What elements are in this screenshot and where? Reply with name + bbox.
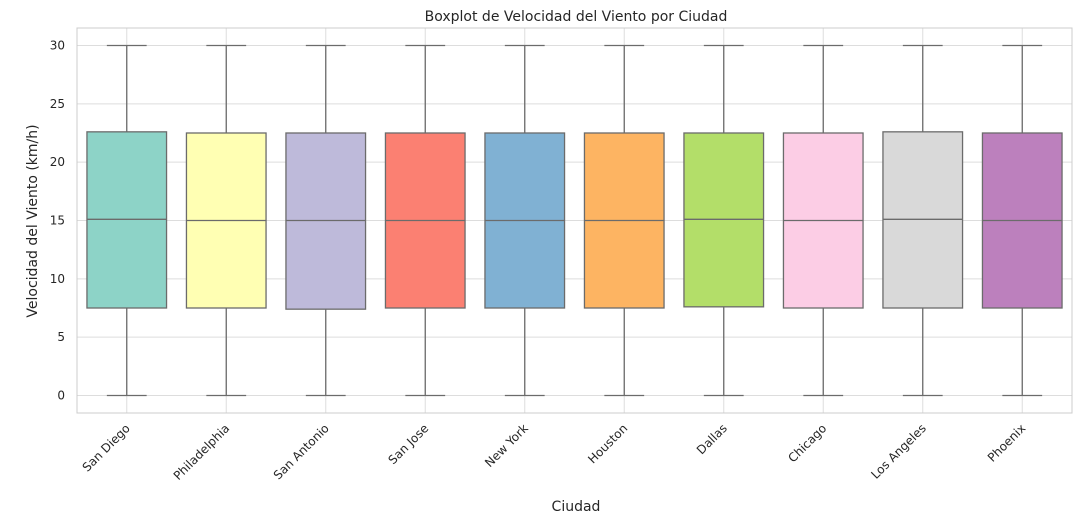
box-san-antonio bbox=[285, 44, 367, 397]
box-san-diego bbox=[86, 44, 168, 397]
x-tick-label: San Diego bbox=[80, 421, 133, 474]
box-los-angeles bbox=[882, 44, 964, 397]
x-tick-label: Houston bbox=[585, 421, 630, 466]
box-houston bbox=[583, 44, 665, 397]
x-tick-label: New York bbox=[482, 421, 531, 470]
x-tick-label: Chicago bbox=[785, 421, 829, 465]
x-tick-label: San Jose bbox=[385, 421, 431, 467]
y-tick-label: 0 bbox=[57, 389, 65, 403]
y-axis-ticks: 0 5 10 15 20 25 30 bbox=[50, 39, 65, 403]
box-san-jose bbox=[384, 44, 466, 397]
y-tick-label: 15 bbox=[50, 214, 65, 228]
x-tick-label: Philadelphia bbox=[171, 421, 233, 483]
y-tick-label: 20 bbox=[50, 155, 65, 169]
box-philadelphia bbox=[185, 44, 267, 397]
plot-frame bbox=[76, 27, 1073, 414]
box-phoenix bbox=[981, 44, 1063, 397]
y-axis-label: Velocidad del Viento (km/h) bbox=[25, 124, 41, 317]
y-tick-label: 5 bbox=[57, 330, 65, 344]
x-tick-label: Dallas bbox=[694, 421, 730, 457]
box-dallas bbox=[683, 44, 765, 397]
x-axis-ticks: San Diego Philadelphia San Antonio San Jose… bbox=[80, 421, 1029, 483]
y-tick-label: 10 bbox=[50, 272, 65, 286]
chart-title: Boxplot de Velocidad del Viento por Ciud… bbox=[425, 9, 728, 25]
x-tick-label: Los Angeles bbox=[868, 421, 929, 482]
y-tick-label: 25 bbox=[50, 97, 65, 111]
x-tick-label: Phoenix bbox=[985, 421, 1029, 465]
box-chicago bbox=[782, 44, 864, 397]
x-axis-label: Ciudad bbox=[552, 499, 601, 515]
x-tick-label: San Antonio bbox=[271, 421, 332, 482]
box-new-york bbox=[484, 44, 566, 397]
boxes bbox=[86, 44, 1063, 397]
y-tick-label: 30 bbox=[50, 39, 65, 53]
